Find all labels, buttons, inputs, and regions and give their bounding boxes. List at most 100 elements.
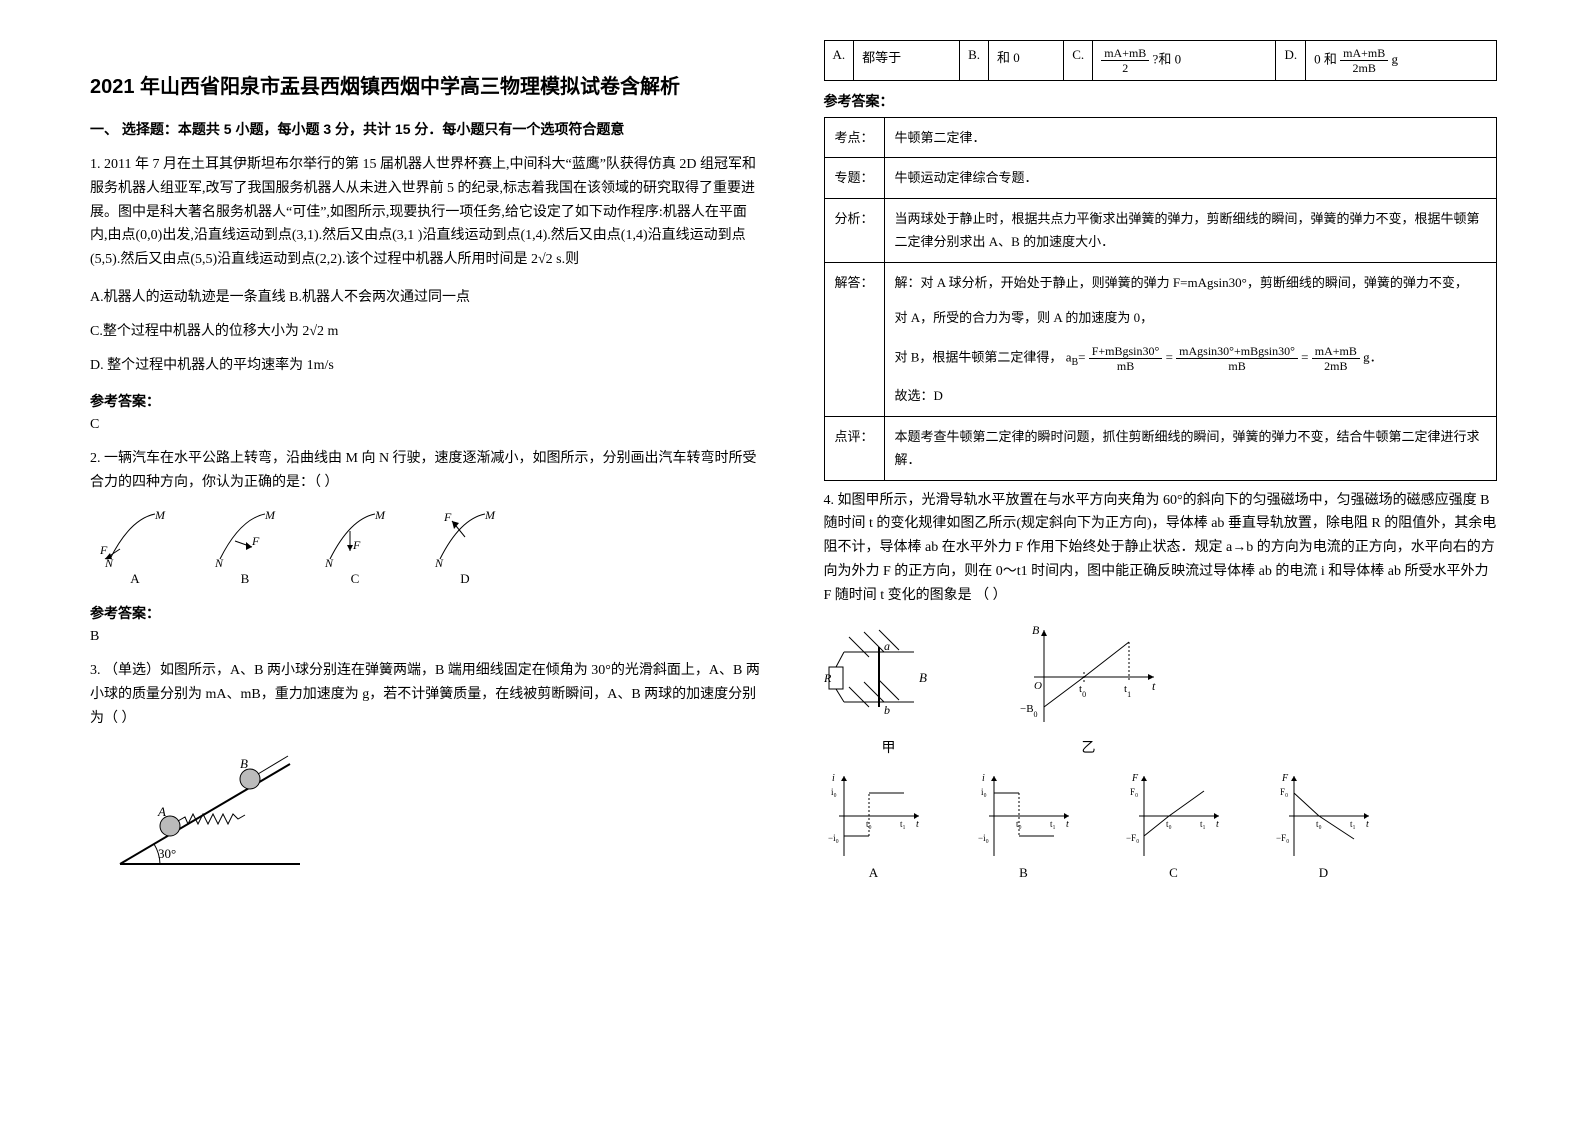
svg-text:N: N — [214, 556, 224, 569]
svg-text:B: B — [1032, 623, 1040, 637]
q4-graph-c: Ft F₀−F₀ t₀t₁ C — [1124, 771, 1224, 881]
q2-label-c: C — [320, 571, 390, 587]
q3-optD: 0 和 mA+mB2mB g — [1306, 41, 1497, 81]
svg-text:B: B — [919, 670, 927, 685]
svg-text:F: F — [352, 538, 361, 552]
q3-optB: 和 0 — [989, 41, 1064, 81]
svg-text:i₀: i₀ — [981, 787, 987, 797]
svg-text:t₀: t₀ — [1166, 819, 1172, 829]
q3-options-table: A. 都等于 B. 和 0 C. mA+mB2 ?和 0 D. 0 和 mA+m… — [824, 40, 1498, 81]
svg-text:F₀: F₀ — [1130, 787, 1138, 797]
svg-text:t₀: t₀ — [866, 819, 872, 829]
fx-label: 分析： — [824, 198, 884, 262]
q4-fig-label-1: 甲 — [824, 737, 954, 757]
q3-solution-table: 考点：牛顿第二定律． 专题：牛顿运动定律综合专题． 分析：当两球处于静止时，根据… — [824, 117, 1498, 481]
q3-answer-label: 参考答案： — [824, 91, 1498, 111]
question-3-stem: 3. （单选）如图所示，A、B 两小球分别连在弹簧两端，B 端用细线固定在倾角为… — [90, 659, 764, 730]
q2-diagram-c: M N F C — [320, 509, 390, 587]
svg-text:−i₀: −i₀ — [828, 833, 839, 843]
svg-text:t₁: t₁ — [1200, 819, 1206, 829]
svg-text:N: N — [434, 556, 444, 569]
q3-optD-letter: D. — [1276, 41, 1306, 81]
svg-text:t: t — [1216, 819, 1219, 830]
svg-text:M: M — [154, 509, 166, 522]
zt-text: 牛顿运动定律综合专题． — [884, 158, 1496, 198]
q3-optA-letter: A. — [824, 41, 854, 81]
question-1: 1. 2011 年 7 月在土耳其伊斯坦布尔举行的第 15 届机器人世界杯赛上,… — [90, 153, 764, 272]
svg-text:−F₀: −F₀ — [1276, 833, 1289, 843]
svg-text:i: i — [832, 773, 835, 784]
q3-optC: mA+mB2 ?和 0 — [1093, 41, 1276, 81]
svg-text:i₀: i₀ — [831, 787, 837, 797]
svg-text:M: M — [484, 509, 496, 522]
svg-text:t₁: t₁ — [900, 819, 906, 829]
svg-text:F: F — [1131, 773, 1139, 784]
svg-text:t₁: t₁ — [1350, 819, 1356, 829]
svg-text:−i₀: −i₀ — [978, 833, 989, 843]
svg-text:i: i — [982, 773, 985, 784]
q2-label-d: D — [430, 571, 500, 587]
page-title: 2021 年山西省阳泉市盂县西烟镇西烟中学高三物理模拟试卷含解析 — [90, 70, 764, 99]
q3-incline-figure: 30° A B — [110, 744, 310, 874]
q2-answer: B — [90, 629, 764, 645]
q1-options: A.机器人的运动轨迹是一条直线 B.机器人不会两次通过同一点 C.整个过程中机器… — [90, 286, 764, 377]
svg-text:O: O — [1034, 680, 1042, 692]
svg-text:t₁: t₁ — [1050, 819, 1056, 829]
kd-text: 牛顿第二定律． — [884, 118, 1496, 158]
fx-text: 当两球处于静止时，根据共点力平衡求出弹簧的弹力，剪断细线的瞬间，弹簧的弹力不变，… — [884, 198, 1496, 262]
q2-diagram-b: M N F B — [210, 509, 280, 587]
q2-answer-label: 参考答案： — [90, 603, 764, 623]
q1-opt-d: D. 整个过程中机器人的平均速率为 1m/s — [90, 354, 764, 378]
q4-setup-figures: a b R B 甲 B t O — [824, 622, 1498, 757]
svg-text:M: M — [374, 509, 386, 522]
question-4-stem: 4. 如图甲所示，光滑导轨水平放置在与水平方向夹角为 60°的斜向下的匀强磁场中… — [824, 489, 1498, 608]
svg-text:F: F — [251, 534, 260, 548]
svg-text:F₀: F₀ — [1280, 787, 1288, 797]
svg-text:A: A — [157, 804, 166, 819]
svg-text:B: B — [240, 756, 248, 771]
q2-diagrams: M N F A M N F B M N F — [100, 509, 764, 587]
q4-answer-graphs: it i₀−i₀ t₀t₁ A it i₀−i₀ t₀t₁ B — [824, 771, 1498, 881]
svg-text:−F₀: −F₀ — [1126, 833, 1139, 843]
q3-optB-letter: B. — [960, 41, 989, 81]
section-heading: 一、 选择题：本题共 5 小题，每小题 3 分，共计 15 分．每小题只有一个选… — [90, 119, 764, 139]
svg-text:t1: t1 — [1124, 683, 1131, 699]
q1-stem: 1. 2011 年 7 月在土耳其伊斯坦布尔举行的第 15 届机器人世界杯赛上,… — [90, 153, 764, 272]
q4-graph-d: Ft F₀−F₀ t₀t₁ D — [1274, 771, 1374, 881]
q2-diagram-a: M N F A — [100, 509, 170, 587]
q2-diagram-d: M N F D — [430, 509, 500, 587]
svg-text:a: a — [884, 639, 890, 653]
svg-text:F: F — [100, 543, 108, 557]
q1-answer-label: 参考答案： — [90, 391, 764, 411]
kd-label: 考点： — [824, 118, 884, 158]
q3-optA: 都等于 — [854, 41, 960, 81]
q1-opt-ab: A.机器人的运动轨迹是一条直线 B.机器人不会两次通过同一点 — [90, 286, 764, 310]
svg-text:F: F — [1281, 773, 1289, 784]
q3-optC-letter: C. — [1064, 41, 1093, 81]
svg-text:M: M — [264, 509, 276, 522]
svg-text:t: t — [1366, 819, 1369, 830]
svg-text:30°: 30° — [158, 846, 176, 861]
q4-graph-a: it i₀−i₀ t₀t₁ A — [824, 771, 924, 881]
dp-text: 本题考查牛顿第二定律的瞬时问题，抓住剪断细线的瞬间，弹簧的弹力不变，结合牛顿第二… — [884, 416, 1496, 480]
svg-text:t₀: t₀ — [1316, 819, 1322, 829]
q1-answer: C — [90, 417, 764, 433]
svg-text:t: t — [1066, 819, 1069, 830]
jd-label: 解答： — [824, 262, 884, 416]
svg-text:R: R — [824, 671, 832, 685]
svg-text:−B0: −B0 — [1020, 703, 1038, 719]
svg-text:F: F — [443, 510, 452, 524]
question-2: 2. 一辆汽车在水平公路上转弯，沿曲线由 M 向 N 行驶，速度逐渐减小，如图所… — [90, 447, 764, 495]
q1-opt-c: C.整个过程中机器人的位移大小为 2√2 m — [90, 320, 764, 344]
q2-label-a: A — [100, 571, 170, 587]
q4-fig-label-2: 乙 — [1014, 737, 1164, 757]
svg-text:t: t — [1152, 679, 1156, 693]
svg-text:N: N — [324, 556, 334, 569]
jd-text: 解：对 A 球分析，开始处于静止，则弹簧的弹力 F=mAgsin30°，剪断细线… — [884, 262, 1496, 416]
zt-label: 专题： — [824, 158, 884, 198]
q2-label-b: B — [210, 571, 280, 587]
svg-text:b: b — [884, 703, 890, 717]
dp-label: 点评： — [824, 416, 884, 480]
svg-text:t₀: t₀ — [1016, 819, 1022, 829]
svg-text:t0: t0 — [1079, 683, 1086, 699]
